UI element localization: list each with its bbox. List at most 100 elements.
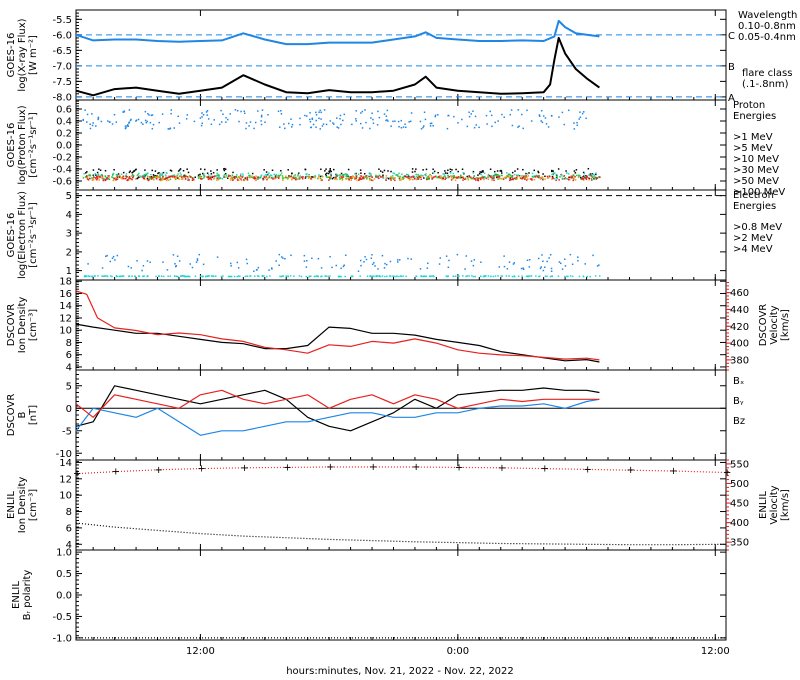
- y-tick-label-dscovr_density: 6: [66, 350, 72, 361]
- data-point-proton-blue: [437, 114, 439, 116]
- data-point-proton-red: [498, 175, 501, 178]
- data-point-proton-cyan: [260, 174, 263, 176]
- data-point-proton-black: [493, 170, 496, 173]
- data-point-proton-green: [248, 176, 250, 179]
- data-point-electron-blue: [365, 258, 368, 261]
- data-point-proton-green: [535, 174, 538, 177]
- data-point-proton-blue: [225, 121, 227, 123]
- data-point-proton-red: [234, 177, 236, 180]
- data-point-proton-blue: [225, 116, 227, 119]
- data-point-electron-cyan: [500, 275, 503, 277]
- data-point-proton-green: [249, 174, 251, 177]
- data-point-proton-cyan: [443, 174, 446, 177]
- data-point-electron-blue: [569, 253, 572, 256]
- data-point-proton-blue: [277, 110, 280, 112]
- data-point-proton-red: [595, 178, 597, 180]
- data-point-proton-green: [91, 177, 93, 179]
- data-point-electron-blue: [284, 257, 286, 260]
- data-point-proton-blue: [253, 127, 255, 130]
- data-point-electron-cyan: [513, 275, 515, 277]
- data-point-proton-blue: [397, 120, 400, 123]
- data-point-proton-green: [397, 175, 399, 178]
- data-point-proton-green: [345, 175, 347, 177]
- data-point-proton-blue: [579, 116, 582, 119]
- y-tick-label-electron: 2: [66, 247, 72, 258]
- data-point-proton-blue: [311, 117, 314, 120]
- data-point-electron-blue: [526, 259, 529, 262]
- data-point-electron-blue: [544, 266, 546, 268]
- data-point-proton-orange: [527, 178, 529, 180]
- data-point-proton-green: [294, 176, 296, 179]
- data-point-proton-blue: [355, 110, 357, 112]
- data-point-proton-cyan: [314, 174, 316, 177]
- data-point-proton-green: [475, 177, 478, 179]
- data-point-electron-cyan: [395, 275, 397, 278]
- data-point-electron-cyan: [400, 275, 402, 277]
- data-point-electron-cyan: [266, 275, 268, 278]
- data-point-proton-blue: [468, 111, 470, 114]
- data-point-proton-black: [274, 175, 277, 177]
- data-point-proton-red: [475, 179, 477, 181]
- legend-title-electron: Energies: [733, 201, 776, 212]
- data-point-proton-red: [294, 178, 297, 181]
- data-point-electron-blue: [246, 262, 249, 265]
- data-point-electron-cyan: [109, 275, 112, 277]
- data-point-proton-cyan: [386, 177, 388, 179]
- data-point-proton-orange: [112, 179, 115, 182]
- data-point-electron-cyan: [233, 275, 236, 278]
- data-point-proton-red: [159, 178, 162, 180]
- data-point-proton-green: [483, 176, 486, 178]
- data-point-proton-green: [125, 177, 128, 179]
- data-point-proton-black: [478, 172, 481, 175]
- y-axis-label-enlil_polarity: ENLIL: [11, 581, 22, 609]
- data-point-electron-blue: [520, 267, 523, 270]
- data-point-proton-orange: [160, 179, 162, 182]
- y2-tick-label-enlil_density: 350: [730, 538, 749, 549]
- data-point-proton-black: [297, 172, 300, 174]
- data-point-proton-orange: [283, 176, 286, 179]
- data-point-proton-red: [591, 179, 593, 181]
- data-point-proton-blue: [249, 121, 252, 123]
- data-point-proton-red: [243, 179, 245, 181]
- data-point-proton-blue: [343, 113, 346, 116]
- data-point-proton-red: [263, 176, 266, 178]
- data-point-proton-orange: [237, 176, 240, 178]
- data-point-electron-blue: [374, 265, 376, 267]
- data-point-proton-green: [279, 174, 282, 176]
- data-point-proton-green: [153, 176, 156, 178]
- data-point-proton-blue: [402, 126, 405, 128]
- data-point-proton-red: [546, 175, 549, 178]
- data-point-proton-blue: [361, 127, 364, 129]
- data-point-proton-red: [237, 179, 239, 181]
- data-point-proton-black: [568, 176, 571, 178]
- data-point-proton-cyan: [147, 172, 149, 175]
- data-point-proton-red: [522, 177, 525, 179]
- data-point-proton-blue: [511, 124, 514, 127]
- data-point-proton-black: [144, 169, 146, 171]
- data-point-proton-blue: [369, 127, 371, 130]
- data-point-electron-cyan: [199, 275, 202, 277]
- data-point-proton-red: [265, 176, 267, 178]
- data-point-proton-orange: [527, 175, 530, 177]
- data-point-proton-red: [538, 175, 540, 177]
- data-point-electron-cyan: [227, 275, 230, 278]
- data-point-proton-cyan: [268, 172, 270, 174]
- data-point-proton-black: [363, 173, 366, 175]
- data-point-electron-cyan: [310, 275, 312, 278]
- data-point-electron-blue: [592, 254, 594, 257]
- data-point-proton-cyan: [420, 174, 423, 177]
- data-point-proton-red: [304, 175, 307, 178]
- data-point-proton-cyan: [179, 172, 182, 174]
- data-point-electron-cyan: [526, 275, 529, 278]
- data-point-proton-cyan: [267, 173, 269, 175]
- data-point-proton-red: [509, 179, 511, 182]
- data-point-proton-red: [574, 175, 576, 178]
- data-point-proton-red: [482, 176, 485, 179]
- legend-entry-dscovr_b: Bz: [733, 416, 745, 427]
- data-point-proton-blue: [538, 115, 541, 117]
- data-point-proton-black: [178, 169, 181, 171]
- data-point-proton-orange: [458, 177, 461, 179]
- data-point-electron-cyan: [538, 275, 541, 277]
- data-point-electron-cyan: [118, 275, 120, 278]
- data-point-electron-cyan: [405, 275, 407, 278]
